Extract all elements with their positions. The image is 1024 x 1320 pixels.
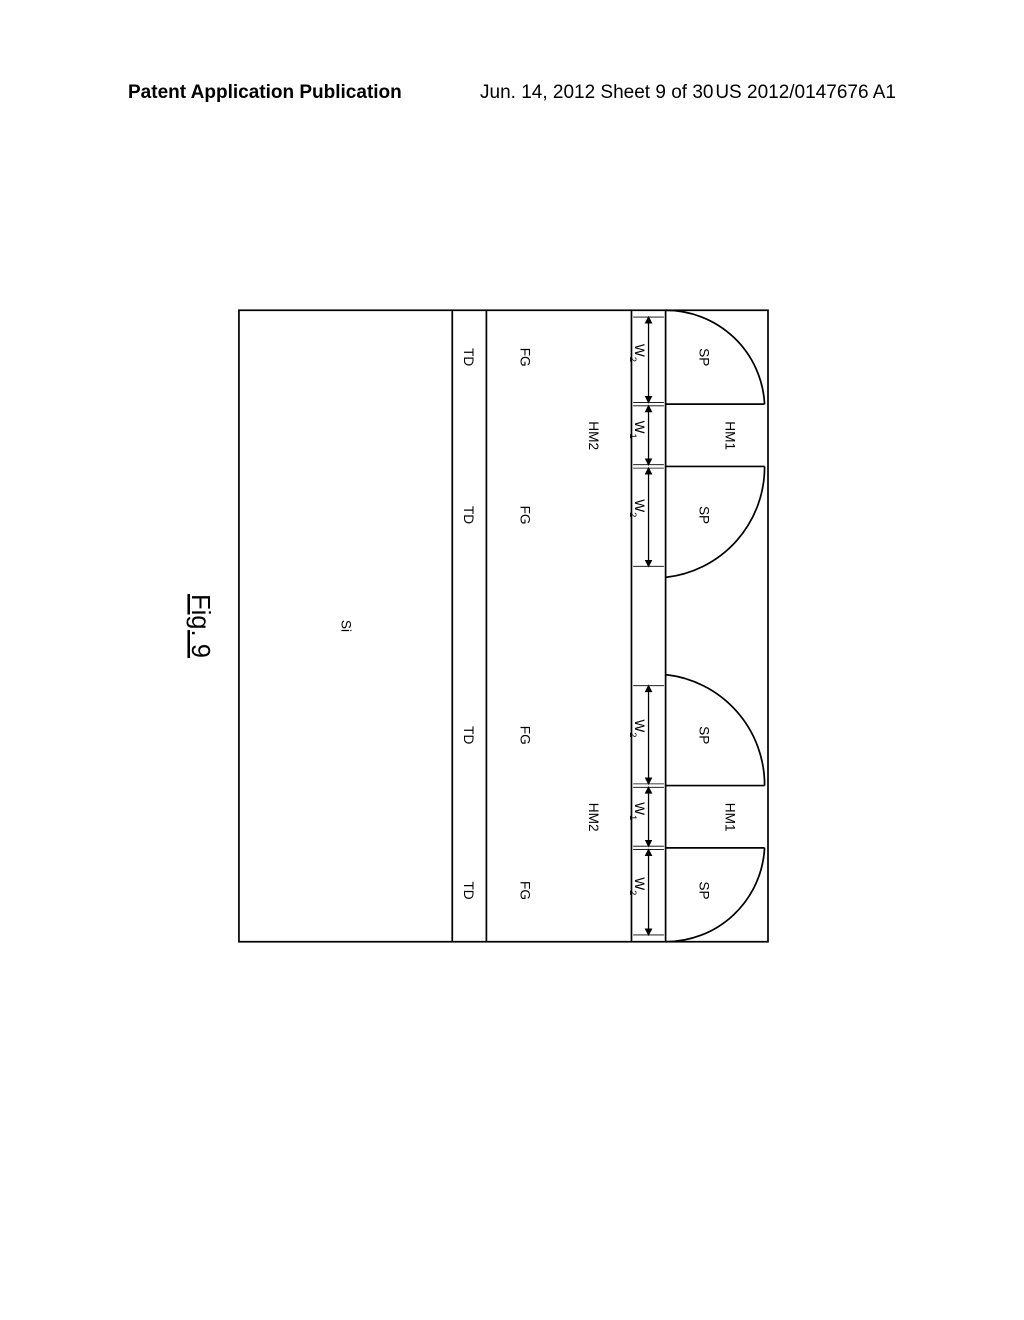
svg-text:HM1: HM1 (722, 421, 737, 450)
svg-text:HM2: HM2 (586, 803, 601, 832)
svg-text:TD: TD (461, 881, 476, 899)
header-publication: Patent Application Publication (128, 82, 402, 104)
svg-text:Fig. 9: Fig. 9 (186, 594, 214, 658)
svg-text:TD: TD (461, 348, 476, 366)
diagram-svg: W2W1W2W2W1W2SPHM1SPSPHM1SPHM2HM2FGFGFGFG… (128, 196, 896, 1056)
svg-text:TD: TD (461, 506, 476, 524)
svg-text:FG: FG (518, 726, 533, 745)
page: Patent Application Publication Jun. 14, … (0, 0, 1024, 1320)
svg-text:SP: SP (697, 506, 712, 524)
svg-text:FG: FG (518, 881, 533, 900)
svg-text:Si: Si (338, 620, 353, 632)
svg-text:SP: SP (697, 881, 712, 899)
svg-text:TD: TD (461, 726, 476, 744)
svg-text:SP: SP (697, 348, 712, 366)
header-pub-number: US 2012/0147676 A1 (715, 82, 896, 104)
svg-text:FG: FG (518, 348, 533, 367)
svg-text:FG: FG (518, 506, 533, 525)
header-date-sheet: Jun. 14, 2012 Sheet 9 of 30 (480, 82, 713, 104)
svg-text:HM2: HM2 (586, 421, 601, 450)
figure-container: W2W1W2W2W1W2SPHM1SPSPHM1SPHM2HM2FGFGFGFG… (128, 196, 896, 1056)
svg-text:SP: SP (697, 726, 712, 744)
svg-text:HM1: HM1 (722, 803, 737, 832)
page-header: Patent Application Publication Jun. 14, … (0, 82, 1024, 112)
